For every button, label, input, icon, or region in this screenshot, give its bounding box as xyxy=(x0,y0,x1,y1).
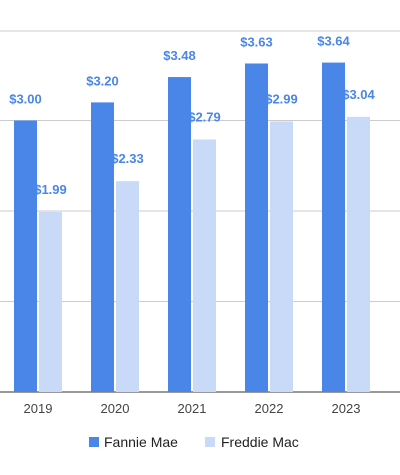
bar-freddie-mac-2023 xyxy=(347,116,370,392)
legend-label-freddie-mac: Freddie Mac xyxy=(221,434,299,450)
bar-freddie-mac-2021 xyxy=(193,139,216,392)
data-label-fannie-mae-2019: $3.00 xyxy=(9,92,42,107)
x-tick-label-2023: 2023 xyxy=(332,401,361,416)
legend-swatch-fannie-mae xyxy=(89,437,99,447)
data-label-fannie-mae-2023: $3.64 xyxy=(317,34,350,49)
data-labels-group: 0$3.00$1.99$3.20$2.33$3.48$2.79$3.63$2.9… xyxy=(9,34,375,197)
bar-fannie-mae-2022 xyxy=(245,63,268,393)
x-tick-label-2021: 2021 xyxy=(178,401,207,416)
data-label-freddie-mac-2022: $2.99 xyxy=(265,91,298,106)
x-axis-ticks: 201820192020202120222023 xyxy=(24,401,361,416)
bar-freddie-mac-2020 xyxy=(116,181,139,392)
x-tick-label-2019: 2019 xyxy=(24,401,53,416)
x-tick-label-2020: 2020 xyxy=(101,401,130,416)
data-label-freddie-mac-2023: $3.04 xyxy=(342,87,375,102)
data-label-freddie-mac-2019: $1.99 xyxy=(34,182,67,197)
bar-freddie-mac-2019 xyxy=(39,211,62,392)
data-label-freddie-mac-2020: $2.33 xyxy=(111,151,144,166)
data-label-fannie-mae-2021: $3.48 xyxy=(163,48,196,63)
legend: Fannie Mae Freddie Mac xyxy=(89,434,299,450)
bar-fannie-mae-2019 xyxy=(14,120,37,392)
bar-fannie-mae-2020 xyxy=(91,102,114,393)
data-label-fannie-mae-2022: $3.63 xyxy=(240,34,273,49)
bar-fannie-mae-2021 xyxy=(168,77,191,392)
bars-group xyxy=(14,62,370,393)
bar-freddie-mac-2022 xyxy=(270,121,293,392)
bar-fannie-mae-2023 xyxy=(322,62,345,393)
data-label-fannie-mae-2020: $3.20 xyxy=(86,73,119,88)
data-label-freddie-mac-2021: $2.79 xyxy=(188,110,221,125)
legend-label-fannie-mae: Fannie Mae xyxy=(104,434,178,450)
x-tick-label-2022: 2022 xyxy=(255,401,284,416)
legend-swatch-freddie-mac xyxy=(205,437,215,447)
